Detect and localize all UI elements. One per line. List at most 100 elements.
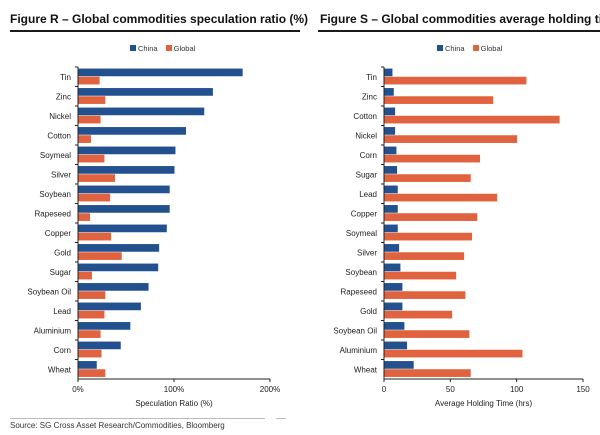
global-bar [384,96,494,104]
source-note: Source: SG Cross Asset Research/Commodit… [10,421,225,430]
category-label: Silver [51,170,71,179]
global-bar [78,232,112,241]
x-tick-label: 0% [72,385,84,394]
china-bar [78,166,175,174]
category-label: Silver [357,248,377,257]
china-bar [78,341,121,350]
global-bar [78,369,106,377]
china-bar [384,302,403,311]
china-bar [384,244,400,252]
global-bar [78,96,106,104]
category-label: Nickel [355,131,377,140]
global-bar [384,330,470,338]
x-axis-title: Speculation Ratio (%) [135,399,213,408]
china-bar [384,322,405,330]
china-bar [78,322,131,330]
category-label: Copper [351,209,378,218]
global-bar [78,193,111,202]
global-bar [384,271,457,280]
legend-label-global: Global [173,44,196,53]
china-bar [78,283,149,291]
x-tick-label: 100% [164,385,184,394]
global-bar [78,349,102,358]
global-bar [384,115,560,124]
category-label: Soybean Oil [27,287,71,296]
category-label: Lead [53,307,71,316]
china-bar [78,244,160,252]
global-bar [78,310,105,319]
china-bar [384,68,393,77]
legend-item-china: China [437,44,465,53]
global-bar [78,252,122,260]
category-label: Soybean [345,268,377,277]
category-label: Zinc [56,92,71,101]
category-label: Gold [360,307,377,316]
category-label: Cotton [353,112,377,121]
china-swatch-icon [130,45,136,52]
x-tick-label: 50 [446,385,455,394]
category-label: Soymeal [40,151,71,160]
category-label: Rapeseed [35,209,71,218]
china-bar [384,224,398,233]
category-label: Lead [359,190,377,199]
category-label: Gold [54,248,71,257]
category-label: Aluminium [340,346,378,355]
global-bar [384,193,498,202]
global-bar [78,154,105,163]
x-tick-label: 200% [260,385,280,394]
category-label: Soymeal [346,229,377,238]
global-bar [384,213,478,221]
global-bar [78,330,101,338]
global-bar [384,291,466,299]
china-bar [78,88,213,96]
global-bar [384,135,518,143]
china-bar [78,302,141,311]
legend-item-global: Global [165,44,196,53]
x-tick-label: 0 [382,385,387,394]
global-bar [384,252,465,260]
global-bar [78,271,92,280]
category-label: Corn [54,346,71,355]
legend-label-global: Global [480,44,503,53]
china-bar [384,127,396,135]
global-bar [78,213,91,221]
category-label: Tin [366,73,377,82]
china-bar [78,205,170,213]
category-label: Rapeseed [341,287,377,296]
china-bar [384,146,397,155]
category-label: Soybean [39,190,71,199]
china-bar [384,361,414,369]
category-label: Sugar [356,170,378,179]
china-bar [78,107,205,116]
x-tick-label: 150 [576,385,590,394]
china-bar [384,263,401,272]
china-bar [78,68,243,77]
category-label: Tin [60,73,71,82]
category-label: Wheat [354,365,378,374]
china-swatch-icon [437,45,443,52]
figure-s-title: Figure S – Global commodities average ho… [320,12,600,26]
china-bar [384,185,398,194]
china-bar [78,263,159,272]
x-tick-label: 100 [510,385,524,394]
category-label: Cotton [47,131,71,140]
global-bar [384,76,527,85]
china-bar [384,107,396,116]
category-label: Nickel [49,112,71,121]
legend-label-china: China [138,44,158,53]
category-label: Sugar [50,268,72,277]
figure-r-title-rule [10,30,300,32]
global-bar [78,76,100,85]
china-bar [384,205,398,213]
global-bar [384,174,471,182]
global-bar [78,135,91,143]
category-label: Zinc [362,92,377,101]
category-label: Aluminium [34,326,72,335]
china-bar [384,283,403,291]
legend-label-china: China [445,44,465,53]
source-rule-short [276,418,286,419]
global-bar [384,310,453,319]
figure-s-legend: China Global [437,44,502,53]
global-bar [384,349,523,358]
